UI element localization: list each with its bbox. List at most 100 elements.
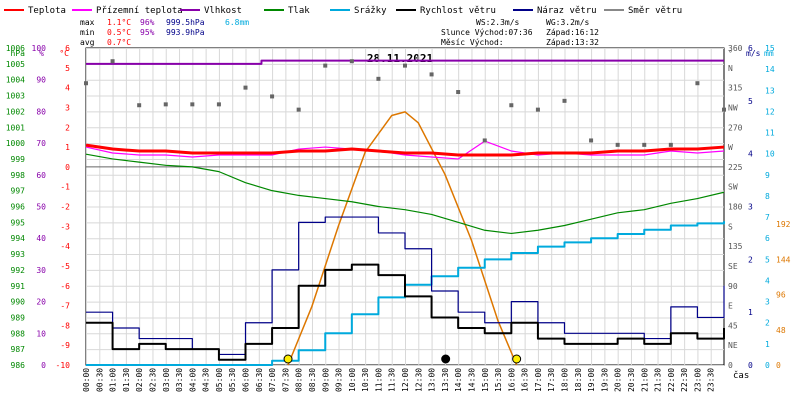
precip-tick: 12 [765,107,775,116]
direction-point [84,81,88,86]
direction-tick: 360 [728,44,743,53]
direction-tick: W [728,143,733,152]
direction-point [270,94,275,99]
direction-point [137,103,142,108]
direction-tick: SW [728,183,738,192]
x-tick: 11:30 [388,368,397,392]
x-tick: 02:30 [148,368,157,392]
x-tick: 05:00 [215,368,224,392]
stats-sunset: Západ:16:12 [546,28,599,37]
direction-tick: SE [728,262,738,271]
temperature-tick: -9 [60,341,70,350]
x-tick: 12:00 [401,368,410,392]
direction-tick: NE [728,341,738,350]
x-tick: 16:30 [521,368,530,392]
stats-pressure: 999.5hPa [166,18,205,27]
series-teplota [85,143,725,157]
humidity-axis-label: % [39,49,44,58]
direction-point [403,63,407,68]
wind-tick: 2 [748,255,753,264]
stats-wg: WG:3.2m/s [546,18,590,27]
x-tick: 03:00 [162,368,171,392]
x-tick: 01:00 [109,368,118,392]
temperature-tick: 2 [65,123,70,132]
humidity-tick: 0 [41,361,46,370]
direction-point [376,76,381,81]
stats-moonrise: Měsíc Východ: [441,38,504,47]
humidity-tick: 100 [32,44,47,53]
x-tick: 04:30 [202,368,211,392]
x-tick: 06:30 [255,368,264,392]
chart-title: 28.11.2021 [367,52,434,65]
x-tick: 22:00 [667,368,676,392]
humidity-tick: 10 [36,329,46,338]
x-tick: 17:30 [547,368,556,392]
pressure-tick: 1002 [6,107,25,116]
x-tick: 15:00 [481,368,490,392]
direction-point [190,102,195,107]
temperature-tick: 0 [65,163,70,172]
x-tick: 15:30 [494,368,503,392]
temperature-tick: -4 [60,242,70,251]
pressure-axis-label: hPa [11,49,26,58]
pressure-tick: 996 [11,203,26,212]
stats-moonset: Západ:13:32 [546,38,599,47]
direction-point [562,98,567,103]
pressure-tick: 999 [11,155,26,164]
direction-tick: 90 [728,282,738,291]
stats-temperature: 1.1°C [107,18,131,27]
temperature-tick: 6 [65,44,70,53]
plot-grid [85,47,725,366]
event-marker [283,354,293,364]
humidity-tick: 40 [36,234,46,243]
solar-tick: 96 [776,291,786,300]
solar-tick: 48 [776,326,786,335]
pressure-tick: 990 [11,298,26,307]
wind-tick: 5 [748,97,753,106]
wind-tick: 3 [748,203,753,212]
x-tick: 23:30 [707,368,716,392]
temperature-tick: 4 [65,84,70,93]
direction-axis-label: ° [728,49,733,58]
x-tick: 09:00 [321,368,330,392]
x-tick: 20:30 [627,368,636,392]
wind-tick: 0 [748,361,753,370]
x-tick: 21:30 [654,368,663,392]
direction-tick: N [728,64,733,73]
direction-point [642,142,647,147]
pressure-tick: 989 [11,313,26,322]
direction-point [535,107,540,112]
x-tick: 03:30 [175,368,184,392]
legend-label: Teplota [28,6,66,16]
series-vlhkost [86,59,724,65]
temperature-tick: -5 [60,262,70,271]
pressure-tick: 1003 [6,92,25,101]
precip-tick: 15 [765,44,775,53]
temperature-tick: -10 [56,361,71,370]
x-tick: 13:00 [428,368,437,392]
direction-point [110,59,115,64]
x-tick: 22:30 [680,368,689,392]
direction-point [429,72,434,77]
direction-tick: 45 [728,321,738,330]
pressure-tick: 995 [11,218,26,227]
temperature-tick: 1 [65,143,70,152]
legend-label: Směr větru [628,6,682,16]
stats-humidity: 96% [140,18,155,27]
legend-label: Vlhkost [204,6,242,16]
temperature-tick: -3 [60,222,70,231]
precip-axis-label: mm [764,49,774,58]
x-tick: 17:00 [534,368,543,392]
stats-label: min [80,28,95,37]
pressure-tick: 991 [11,282,26,291]
direction-tick: 270 [728,123,743,132]
pressure-tick: 994 [11,234,26,243]
legend-label: Náraz větru [537,6,597,16]
x-tick: 18:30 [574,368,583,392]
stats-temperature: 0.7°C [107,38,131,47]
temperature-tick: -7 [60,302,70,311]
x-tick: 23:00 [693,368,702,392]
pressure-tick: 998 [11,171,26,180]
direction-point [163,102,168,107]
